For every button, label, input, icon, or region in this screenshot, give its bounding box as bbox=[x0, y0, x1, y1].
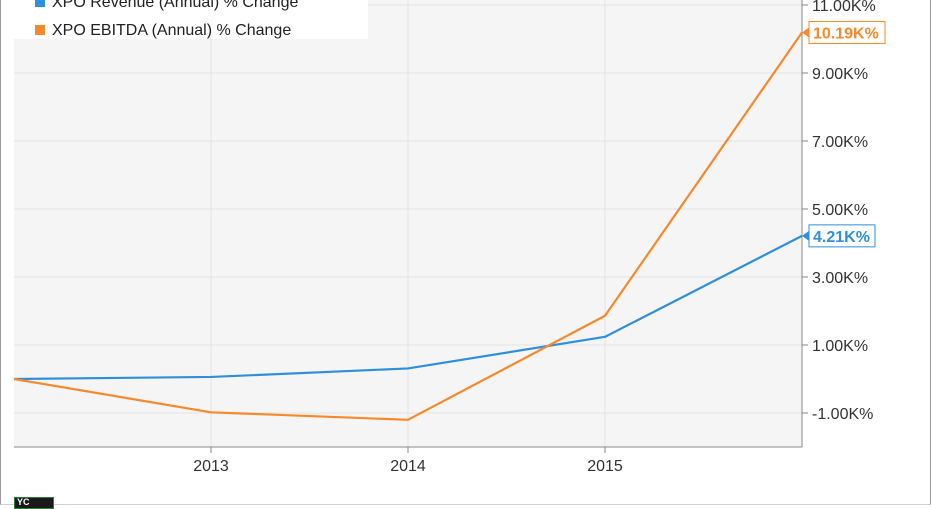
legend: XPO Revenue (Annual) % Change XPO EBITDA … bbox=[14, 0, 368, 39]
y-tick-label: 3.00K% bbox=[812, 270, 868, 287]
y-ticks: -1.00K% 1.00K% 3.00K% 5.00K% 7.00K% 9.00K% 11.… bbox=[802, 0, 876, 423]
x-tick-label: 2014 bbox=[390, 458, 426, 475]
legend-label: XPO Revenue (Annual) % Change bbox=[52, 0, 298, 11]
legend-label: XPO EBITDA (Annual) % Change bbox=[52, 22, 291, 39]
end-label: 4.21K% bbox=[813, 229, 870, 246]
end-label: 10.19K% bbox=[813, 26, 879, 43]
y-tick-label: 7.00K% bbox=[812, 134, 868, 151]
ycharts-logo: YC bbox=[14, 497, 54, 509]
y-tick-label: 9.00K% bbox=[812, 66, 868, 83]
legend-swatch bbox=[35, 25, 45, 35]
end-label-pointer bbox=[802, 231, 809, 241]
x-ticks: 2013 2014 2015 bbox=[193, 447, 623, 475]
x-tick-label: 2013 bbox=[193, 458, 229, 475]
y-tick-label: -1.00K% bbox=[812, 406, 873, 423]
end-label-pointer bbox=[802, 28, 809, 38]
y-tick-label: 11.00K% bbox=[812, 0, 876, 15]
y-tick-label: 1.00K% bbox=[812, 338, 868, 355]
y-tick-label: 5.00K% bbox=[812, 202, 868, 219]
x-tick-label: 2015 bbox=[587, 458, 623, 475]
legend-swatch bbox=[35, 0, 45, 7]
